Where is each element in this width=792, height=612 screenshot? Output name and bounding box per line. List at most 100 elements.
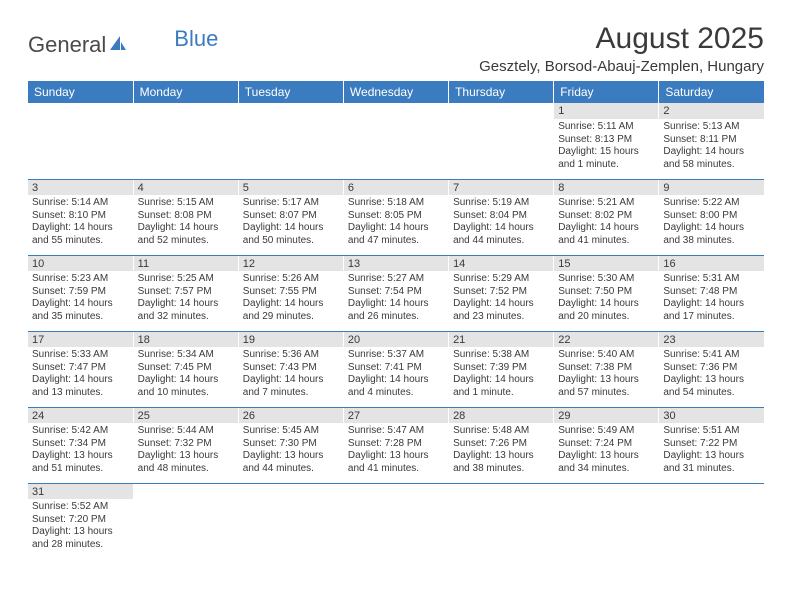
day-number: 19 <box>238 331 343 347</box>
sunrise-text: Sunrise: 5:33 AM <box>32 349 129 362</box>
day-cell: Sunrise: 5:33 AMSunset: 7:47 PMDaylight:… <box>28 347 133 407</box>
sunset-text: Sunset: 8:11 PM <box>663 134 760 147</box>
sunset-text: Sunset: 7:50 PM <box>558 286 654 299</box>
daynum-row: 24252627282930 <box>28 407 764 423</box>
location: Gesztely, Borsod-Abauj-Zemplen, Hungary <box>479 58 764 75</box>
day-cell: Sunrise: 5:48 AMSunset: 7:26 PMDaylight:… <box>449 423 554 483</box>
day-cell <box>449 119 554 179</box>
daylight-text: Daylight: 14 hours and 17 minutes. <box>663 298 760 323</box>
sunset-text: Sunset: 7:38 PM <box>558 362 654 375</box>
day-cell: Sunrise: 5:22 AMSunset: 8:00 PMDaylight:… <box>659 195 764 255</box>
sunset-text: Sunset: 7:47 PM <box>32 362 129 375</box>
day-number: 30 <box>659 407 764 423</box>
sunrise-text: Sunrise: 5:51 AM <box>663 425 760 438</box>
day-cell: Sunrise: 5:11 AMSunset: 8:13 PMDaylight:… <box>554 119 659 179</box>
sunset-text: Sunset: 8:08 PM <box>138 210 234 223</box>
day-cell: Sunrise: 5:49 AMSunset: 7:24 PMDaylight:… <box>554 423 659 483</box>
day-cell: Sunrise: 5:25 AMSunset: 7:57 PMDaylight:… <box>133 271 238 331</box>
day-cell: Sunrise: 5:30 AMSunset: 7:50 PMDaylight:… <box>554 271 659 331</box>
day-cell: Sunrise: 5:45 AMSunset: 7:30 PMDaylight:… <box>238 423 343 483</box>
logo-sail-icon <box>108 32 128 58</box>
sunrise-text: Sunrise: 5:41 AM <box>663 349 760 362</box>
daylight-text: Daylight: 13 hours and 54 minutes. <box>663 374 760 399</box>
sunset-text: Sunset: 8:05 PM <box>348 210 444 223</box>
sunset-text: Sunset: 8:13 PM <box>558 134 654 147</box>
daylight-text: Daylight: 14 hours and 50 minutes. <box>243 222 339 247</box>
sunrise-text: Sunrise: 5:23 AM <box>32 273 129 286</box>
day-cell: Sunrise: 5:23 AMSunset: 7:59 PMDaylight:… <box>28 271 133 331</box>
day-cell: Sunrise: 5:42 AMSunset: 7:34 PMDaylight:… <box>28 423 133 483</box>
sunrise-text: Sunrise: 5:22 AM <box>663 197 760 210</box>
logo: General Blue <box>28 32 218 58</box>
sunrise-text: Sunrise: 5:19 AM <box>453 197 549 210</box>
daylight-text: Daylight: 13 hours and 48 minutes. <box>138 450 234 475</box>
day-cell: Sunrise: 5:13 AMSunset: 8:11 PMDaylight:… <box>659 119 764 179</box>
day-cell <box>343 499 448 559</box>
day-number <box>449 483 554 499</box>
day-number: 18 <box>133 331 238 347</box>
sunset-text: Sunset: 7:55 PM <box>243 286 339 299</box>
day-cell: Sunrise: 5:40 AMSunset: 7:38 PMDaylight:… <box>554 347 659 407</box>
day-number <box>133 483 238 499</box>
weekday-header: Sunday <box>28 81 133 103</box>
day-number: 8 <box>554 179 659 195</box>
sunset-text: Sunset: 7:41 PM <box>348 362 444 375</box>
day-cell: Sunrise: 5:36 AMSunset: 7:43 PMDaylight:… <box>238 347 343 407</box>
sunset-text: Sunset: 7:59 PM <box>32 286 129 299</box>
day-number: 16 <box>659 255 764 271</box>
daynum-row: 12 <box>28 103 764 119</box>
sunrise-text: Sunrise: 5:26 AM <box>243 273 339 286</box>
logo-text-2: Blue <box>174 26 218 52</box>
day-number: 29 <box>554 407 659 423</box>
day-number: 15 <box>554 255 659 271</box>
day-cell: Sunrise: 5:37 AMSunset: 7:41 PMDaylight:… <box>343 347 448 407</box>
day-number: 13 <box>343 255 448 271</box>
day-cell <box>238 499 343 559</box>
daylight-text: Daylight: 13 hours and 57 minutes. <box>558 374 654 399</box>
daylight-text: Daylight: 14 hours and 26 minutes. <box>348 298 444 323</box>
day-number: 14 <box>449 255 554 271</box>
daylight-text: Daylight: 14 hours and 41 minutes. <box>558 222 654 247</box>
day-number <box>343 103 448 119</box>
day-number: 7 <box>449 179 554 195</box>
sunrise-text: Sunrise: 5:34 AM <box>138 349 234 362</box>
day-number: 1 <box>554 103 659 119</box>
sunset-text: Sunset: 7:32 PM <box>138 438 234 451</box>
sunset-text: Sunset: 7:45 PM <box>138 362 234 375</box>
day-number <box>28 103 133 119</box>
daylight-text: Daylight: 14 hours and 29 minutes. <box>243 298 339 323</box>
sunset-text: Sunset: 7:57 PM <box>138 286 234 299</box>
logo-text-1: General <box>28 32 106 58</box>
sunrise-text: Sunrise: 5:36 AM <box>243 349 339 362</box>
daynum-row: 3456789 <box>28 179 764 195</box>
day-cell: Sunrise: 5:19 AMSunset: 8:04 PMDaylight:… <box>449 195 554 255</box>
daylight-text: Daylight: 13 hours and 34 minutes. <box>558 450 654 475</box>
sunrise-text: Sunrise: 5:14 AM <box>32 197 129 210</box>
daylight-text: Daylight: 13 hours and 31 minutes. <box>663 450 760 475</box>
daylight-text: Daylight: 13 hours and 44 minutes. <box>243 450 339 475</box>
sunset-text: Sunset: 8:00 PM <box>663 210 760 223</box>
day-cell <box>659 499 764 559</box>
sunset-text: Sunset: 8:10 PM <box>32 210 129 223</box>
sunrise-text: Sunrise: 5:18 AM <box>348 197 444 210</box>
day-cell: Sunrise: 5:18 AMSunset: 8:05 PMDaylight:… <box>343 195 448 255</box>
day-cell <box>28 119 133 179</box>
sunset-text: Sunset: 7:20 PM <box>32 514 129 527</box>
day-cell: Sunrise: 5:52 AMSunset: 7:20 PMDaylight:… <box>28 499 133 559</box>
content-row: Sunrise: 5:23 AMSunset: 7:59 PM Daylight:… <box>28 271 764 331</box>
day-cell: Sunrise: 5:17 AMSunset: 8:07 PMDaylight:… <box>238 195 343 255</box>
day-cell: Sunrise: 5:27 AMSunset: 7:54 PMDaylight:… <box>343 271 448 331</box>
day-cell: Sunrise: 5:21 AMSunset: 8:02 PMDaylight:… <box>554 195 659 255</box>
day-cell <box>133 119 238 179</box>
day-number: 23 <box>659 331 764 347</box>
sunset-text: Sunset: 7:48 PM <box>663 286 760 299</box>
weekday-header: Saturday <box>659 81 764 103</box>
sunset-text: Sunset: 7:43 PM <box>243 362 339 375</box>
day-number <box>449 103 554 119</box>
daynum-row: 17181920212223 <box>28 331 764 347</box>
daylight-text: Daylight: 14 hours and 55 minutes. <box>32 222 129 247</box>
daylight-text: Daylight: 14 hours and 52 minutes. <box>138 222 234 247</box>
daylight-text: Daylight: 14 hours and 1 minute. <box>453 374 549 399</box>
weekday-header: Thursday <box>449 81 554 103</box>
day-number <box>238 483 343 499</box>
